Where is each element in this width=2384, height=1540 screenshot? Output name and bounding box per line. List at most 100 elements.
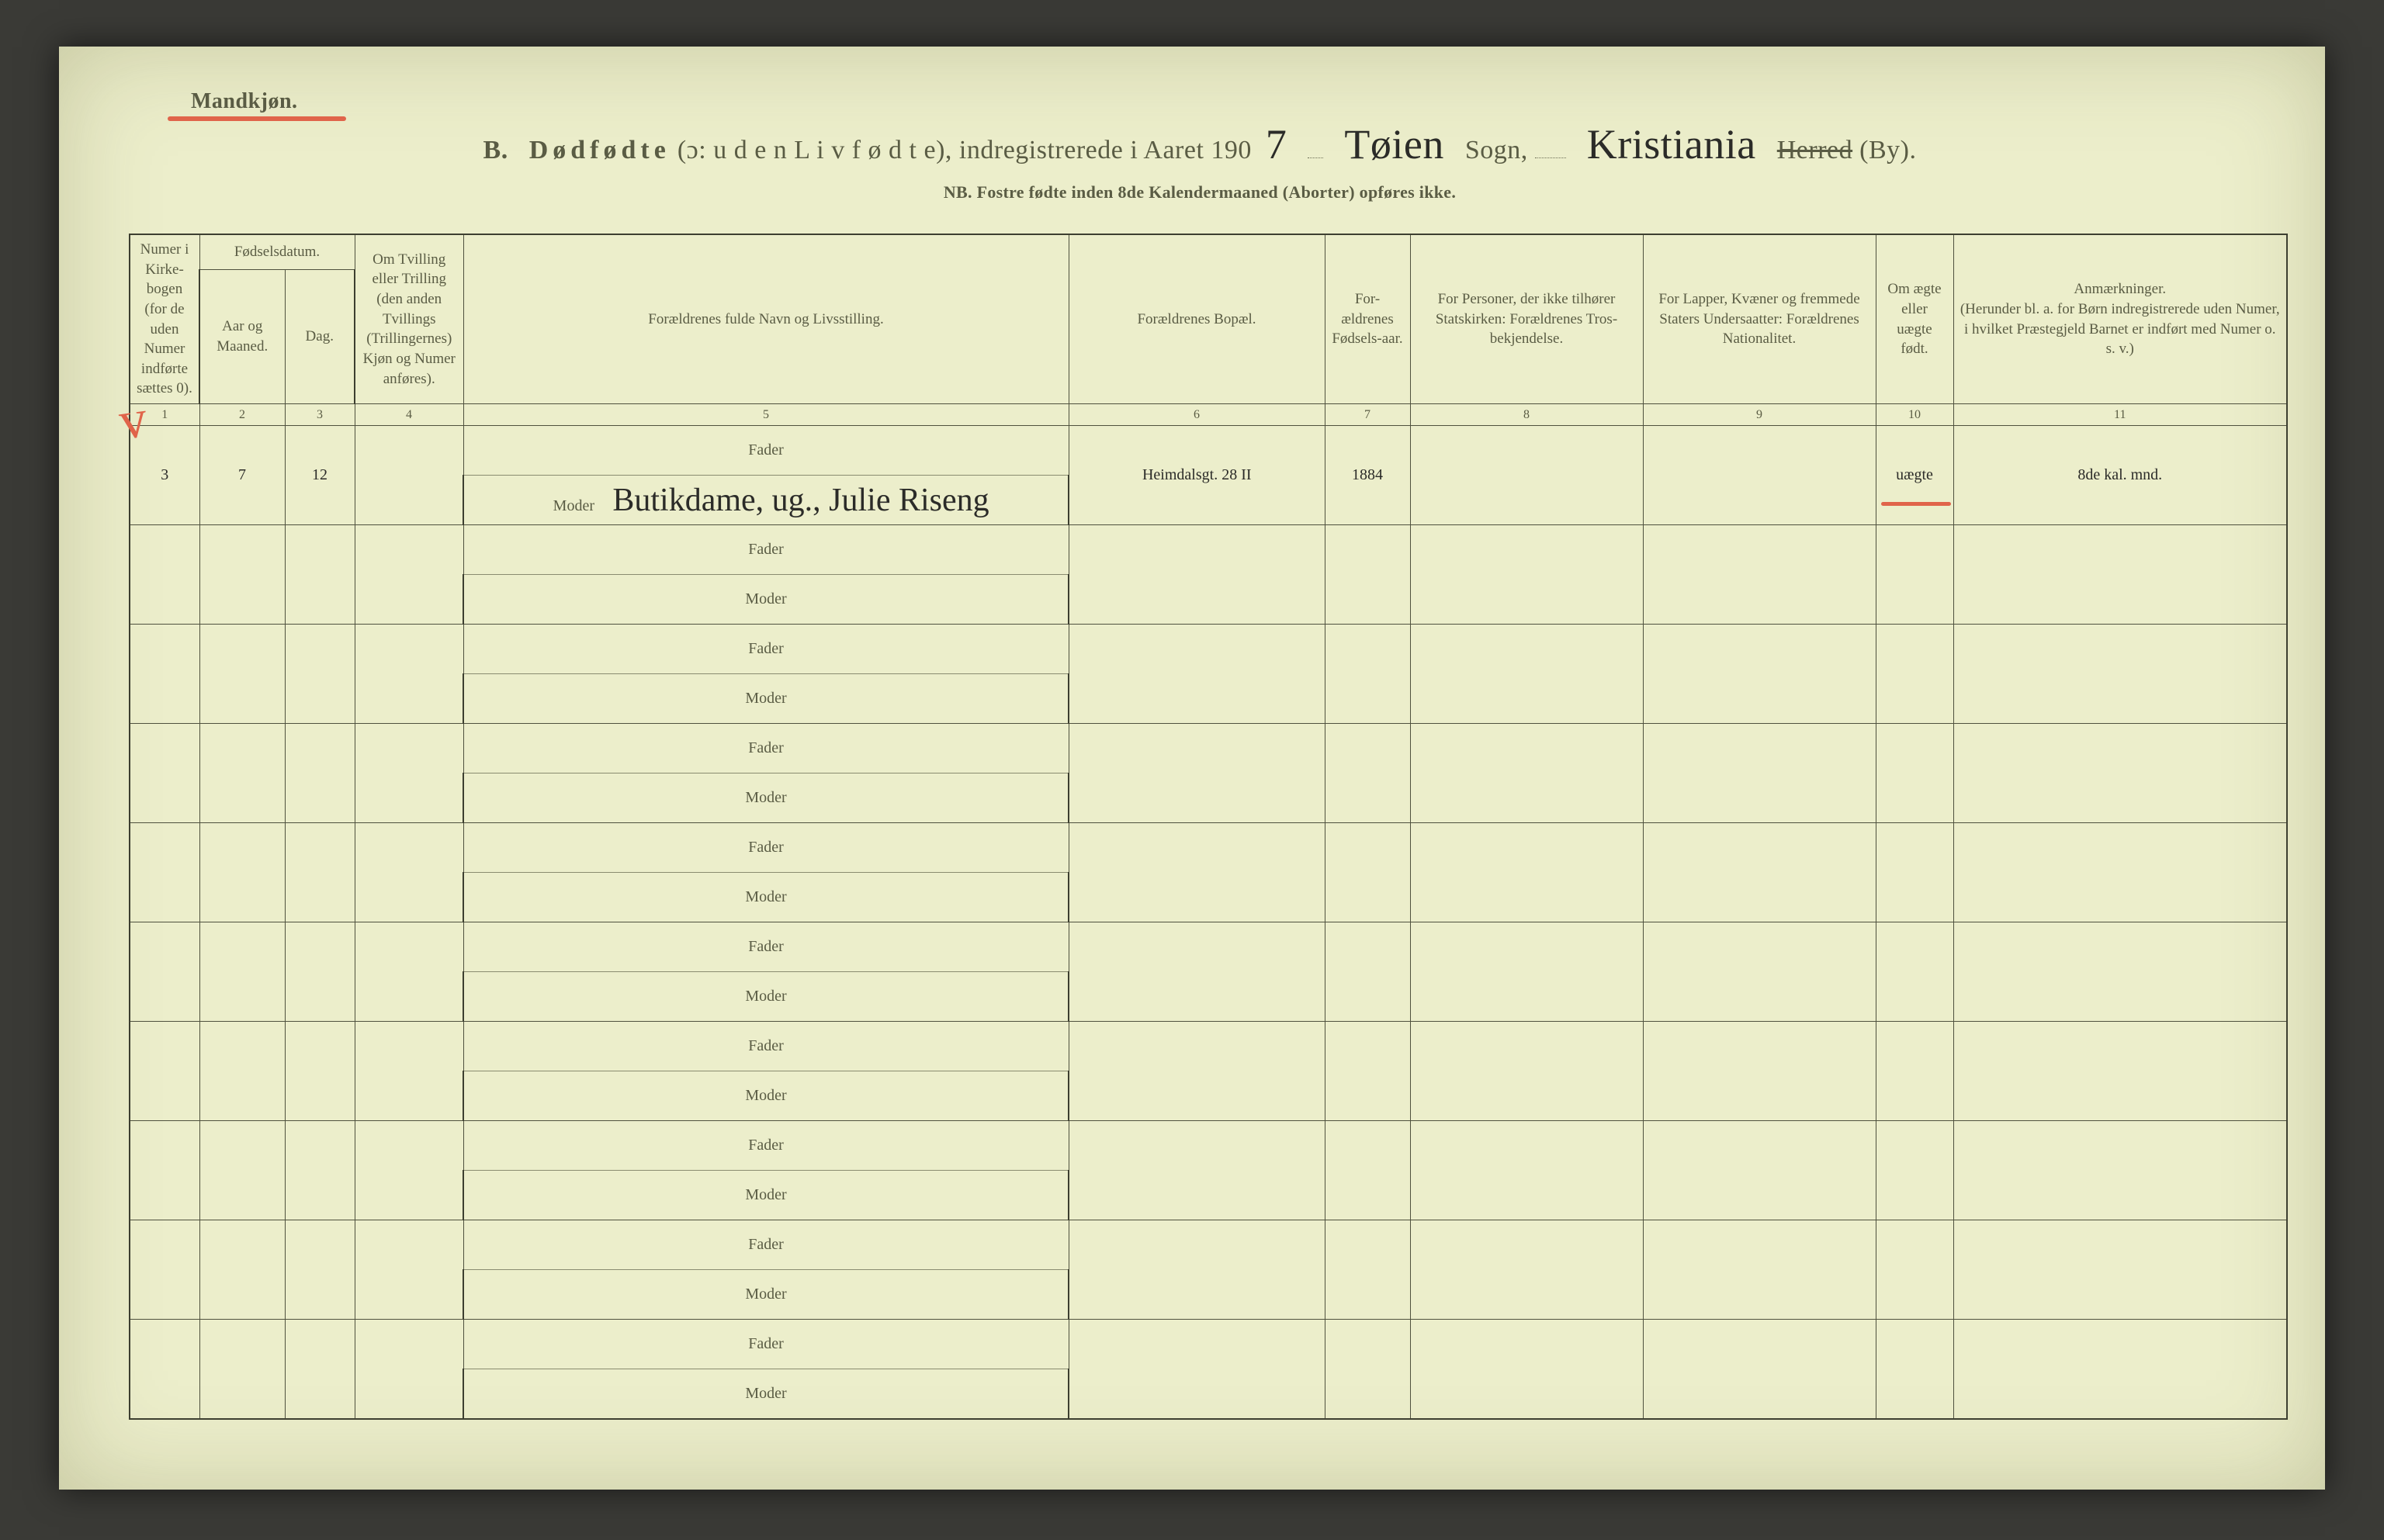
herred-struck: Herred bbox=[1777, 136, 1852, 164]
fader-cell: Fader bbox=[463, 724, 1069, 773]
fader-label: Fader bbox=[735, 1037, 797, 1055]
record-row-fader: Fader bbox=[130, 1121, 2287, 1171]
cell bbox=[355, 426, 463, 525]
col-header-4: Om Tvilling eller Trilling (den anden Tv… bbox=[355, 234, 463, 404]
col-header-9: For Lapper, Kvæner og fremmede Staters U… bbox=[1643, 234, 1876, 404]
cell bbox=[1410, 525, 1643, 625]
cell bbox=[1643, 625, 1876, 724]
cell bbox=[1410, 1121, 1643, 1220]
cell: uægte bbox=[1876, 426, 1953, 525]
gender-underline bbox=[168, 116, 346, 121]
moder-cell: Moder bbox=[463, 1071, 1069, 1121]
moder-cell: Moder bbox=[463, 1369, 1069, 1419]
record-row-fader: Fader bbox=[130, 724, 2287, 773]
sogn-label: Sogn, bbox=[1465, 136, 1528, 164]
record-row-fader: Fader bbox=[130, 625, 2287, 674]
cell bbox=[199, 525, 285, 625]
cell bbox=[1953, 823, 2287, 922]
sogn-hw: Tøien bbox=[1330, 120, 1457, 168]
cell bbox=[1410, 426, 1643, 525]
cell bbox=[1643, 1022, 1876, 1121]
moder-label: Moder bbox=[542, 497, 605, 515]
cell bbox=[1876, 1320, 1953, 1419]
cell bbox=[355, 1121, 463, 1220]
fader-label: Fader bbox=[735, 1137, 797, 1154]
cell bbox=[199, 823, 285, 922]
cell bbox=[1876, 625, 1953, 724]
cell bbox=[1069, 1220, 1325, 1320]
cell bbox=[355, 823, 463, 922]
cell bbox=[285, 1022, 355, 1121]
cell bbox=[285, 1220, 355, 1320]
cell bbox=[1643, 922, 1876, 1022]
colnum: 11 bbox=[1953, 404, 2287, 426]
cell bbox=[1643, 1320, 1876, 1419]
moder-cell: Moder bbox=[463, 1270, 1069, 1320]
colnum: 5 bbox=[463, 404, 1069, 426]
cell bbox=[130, 1220, 199, 1320]
table-header: Numer i Kirke-bogen (for de uden Numer i… bbox=[130, 234, 2287, 426]
page-subtitle: NB. Fostre fødte inden 8de Kalendermaane… bbox=[129, 182, 2271, 202]
cell bbox=[199, 922, 285, 1022]
gender-label: Mandkjøn. bbox=[191, 89, 298, 114]
herred-hw: Kristiania bbox=[1573, 120, 1770, 168]
cell bbox=[355, 1320, 463, 1419]
table-body: 3712FaderHeimdalsgt. 28 II1884uægte8de k… bbox=[130, 426, 2287, 1419]
cell bbox=[355, 1022, 463, 1121]
cell bbox=[1953, 1121, 2287, 1220]
col-header-5: Forældrenes fulde Navn og Livsstilling. bbox=[463, 234, 1069, 404]
cell bbox=[199, 1121, 285, 1220]
cell bbox=[1325, 1320, 1410, 1419]
cell bbox=[1069, 625, 1325, 724]
moder-cell: Moder bbox=[463, 972, 1069, 1022]
fader-cell: Fader bbox=[463, 922, 1069, 972]
record-row-fader: Fader bbox=[130, 823, 2287, 873]
fader-label: Fader bbox=[735, 1236, 797, 1254]
cell bbox=[1410, 1320, 1643, 1419]
cell bbox=[1325, 1220, 1410, 1320]
fader-cell: Fader bbox=[463, 625, 1069, 674]
cell bbox=[1410, 724, 1643, 823]
cell bbox=[1953, 625, 2287, 724]
title-registered: indregistrerede i Aaret 190 bbox=[959, 136, 1252, 164]
cell bbox=[355, 625, 463, 724]
cell bbox=[1643, 1121, 1876, 1220]
colnum: 6 bbox=[1069, 404, 1325, 426]
cell bbox=[285, 823, 355, 922]
col-header-8: For Personer, der ikke tilhører Statskir… bbox=[1410, 234, 1643, 404]
cell bbox=[1325, 525, 1410, 625]
moder-label: Moder bbox=[735, 1385, 797, 1403]
cell bbox=[130, 724, 199, 823]
moder-label: Moder bbox=[735, 1186, 797, 1204]
cell bbox=[1876, 1121, 1953, 1220]
cell bbox=[1325, 724, 1410, 823]
moder-cell: Moder bbox=[463, 575, 1069, 625]
cell bbox=[1410, 922, 1643, 1022]
cell bbox=[1325, 1121, 1410, 1220]
cell bbox=[1876, 922, 1953, 1022]
cell bbox=[1410, 823, 1643, 922]
cell bbox=[1410, 625, 1643, 724]
cell bbox=[1410, 1220, 1643, 1320]
moder-label: Moder bbox=[735, 690, 797, 708]
moder-cell: Moder bbox=[463, 674, 1069, 724]
colnum: 8 bbox=[1410, 404, 1643, 426]
cell bbox=[1876, 823, 1953, 922]
moder-label: Moder bbox=[735, 888, 797, 906]
cell bbox=[1325, 823, 1410, 922]
cell bbox=[1069, 823, 1325, 922]
cell bbox=[1643, 823, 1876, 922]
col-header-2-group: Fødselsdatum. bbox=[199, 234, 355, 269]
cell: 12 bbox=[285, 426, 355, 525]
title-paren: (ɔ: u d e n L i v f ø d t e), bbox=[677, 136, 952, 164]
cell bbox=[1410, 1022, 1643, 1121]
cell bbox=[1643, 525, 1876, 625]
cell bbox=[199, 1320, 285, 1419]
fader-cell: Fader bbox=[463, 1320, 1069, 1369]
fader-label: Fader bbox=[735, 1335, 797, 1353]
cell bbox=[1953, 1022, 2287, 1121]
cell bbox=[1069, 1022, 1325, 1121]
cell bbox=[1953, 525, 2287, 625]
fader-label: Fader bbox=[735, 441, 797, 459]
fader-cell: Fader bbox=[463, 1121, 1069, 1171]
